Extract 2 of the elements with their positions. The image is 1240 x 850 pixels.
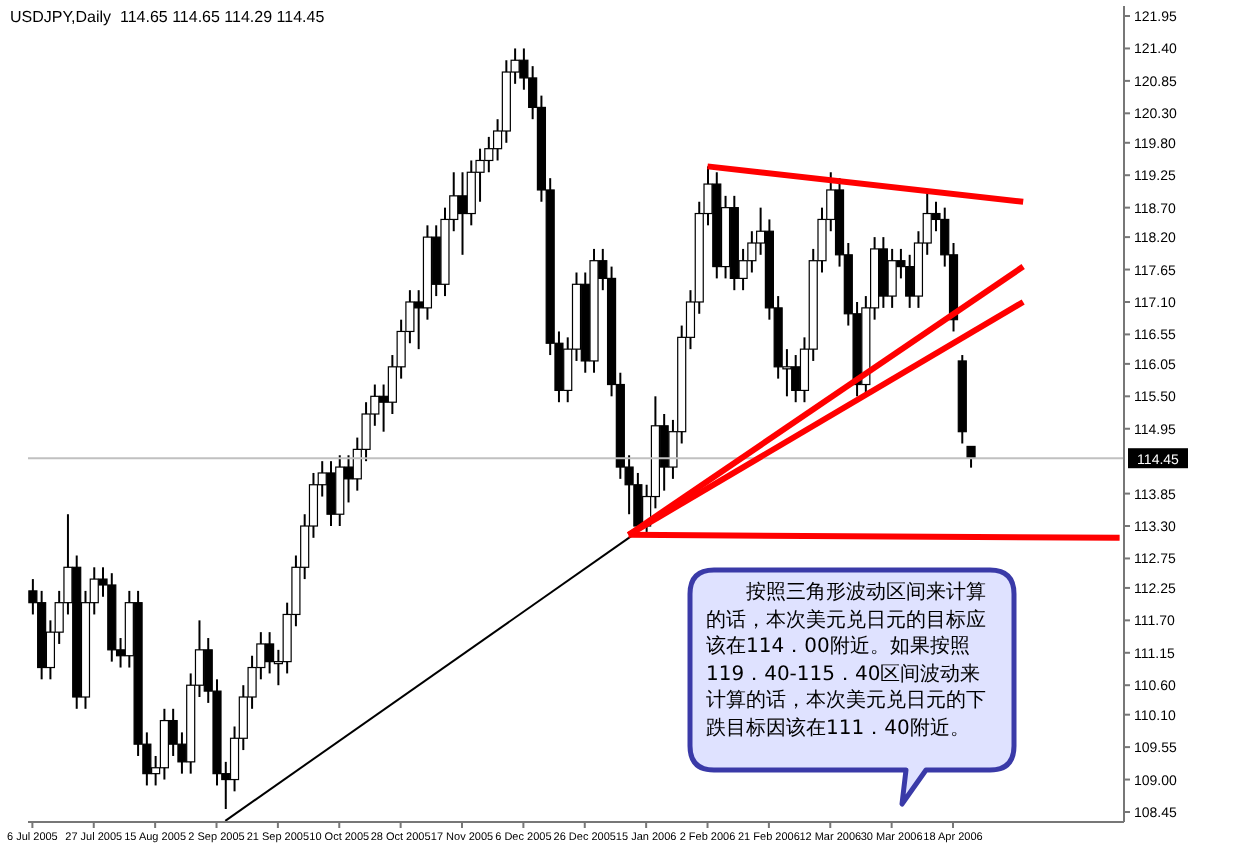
chart-title: USDJPY,Daily 114.65 114.65 114.29 114.45 bbox=[10, 8, 325, 26]
annotation: 按照三角形波动区间来计算的话，本次美元兑日元的目标应该在114．00附近。如果按照119．40-115．40区间波动来计算的话，本次美元兑日元的下跌目标因该在111．40附近。 bbox=[706, 580, 988, 742]
